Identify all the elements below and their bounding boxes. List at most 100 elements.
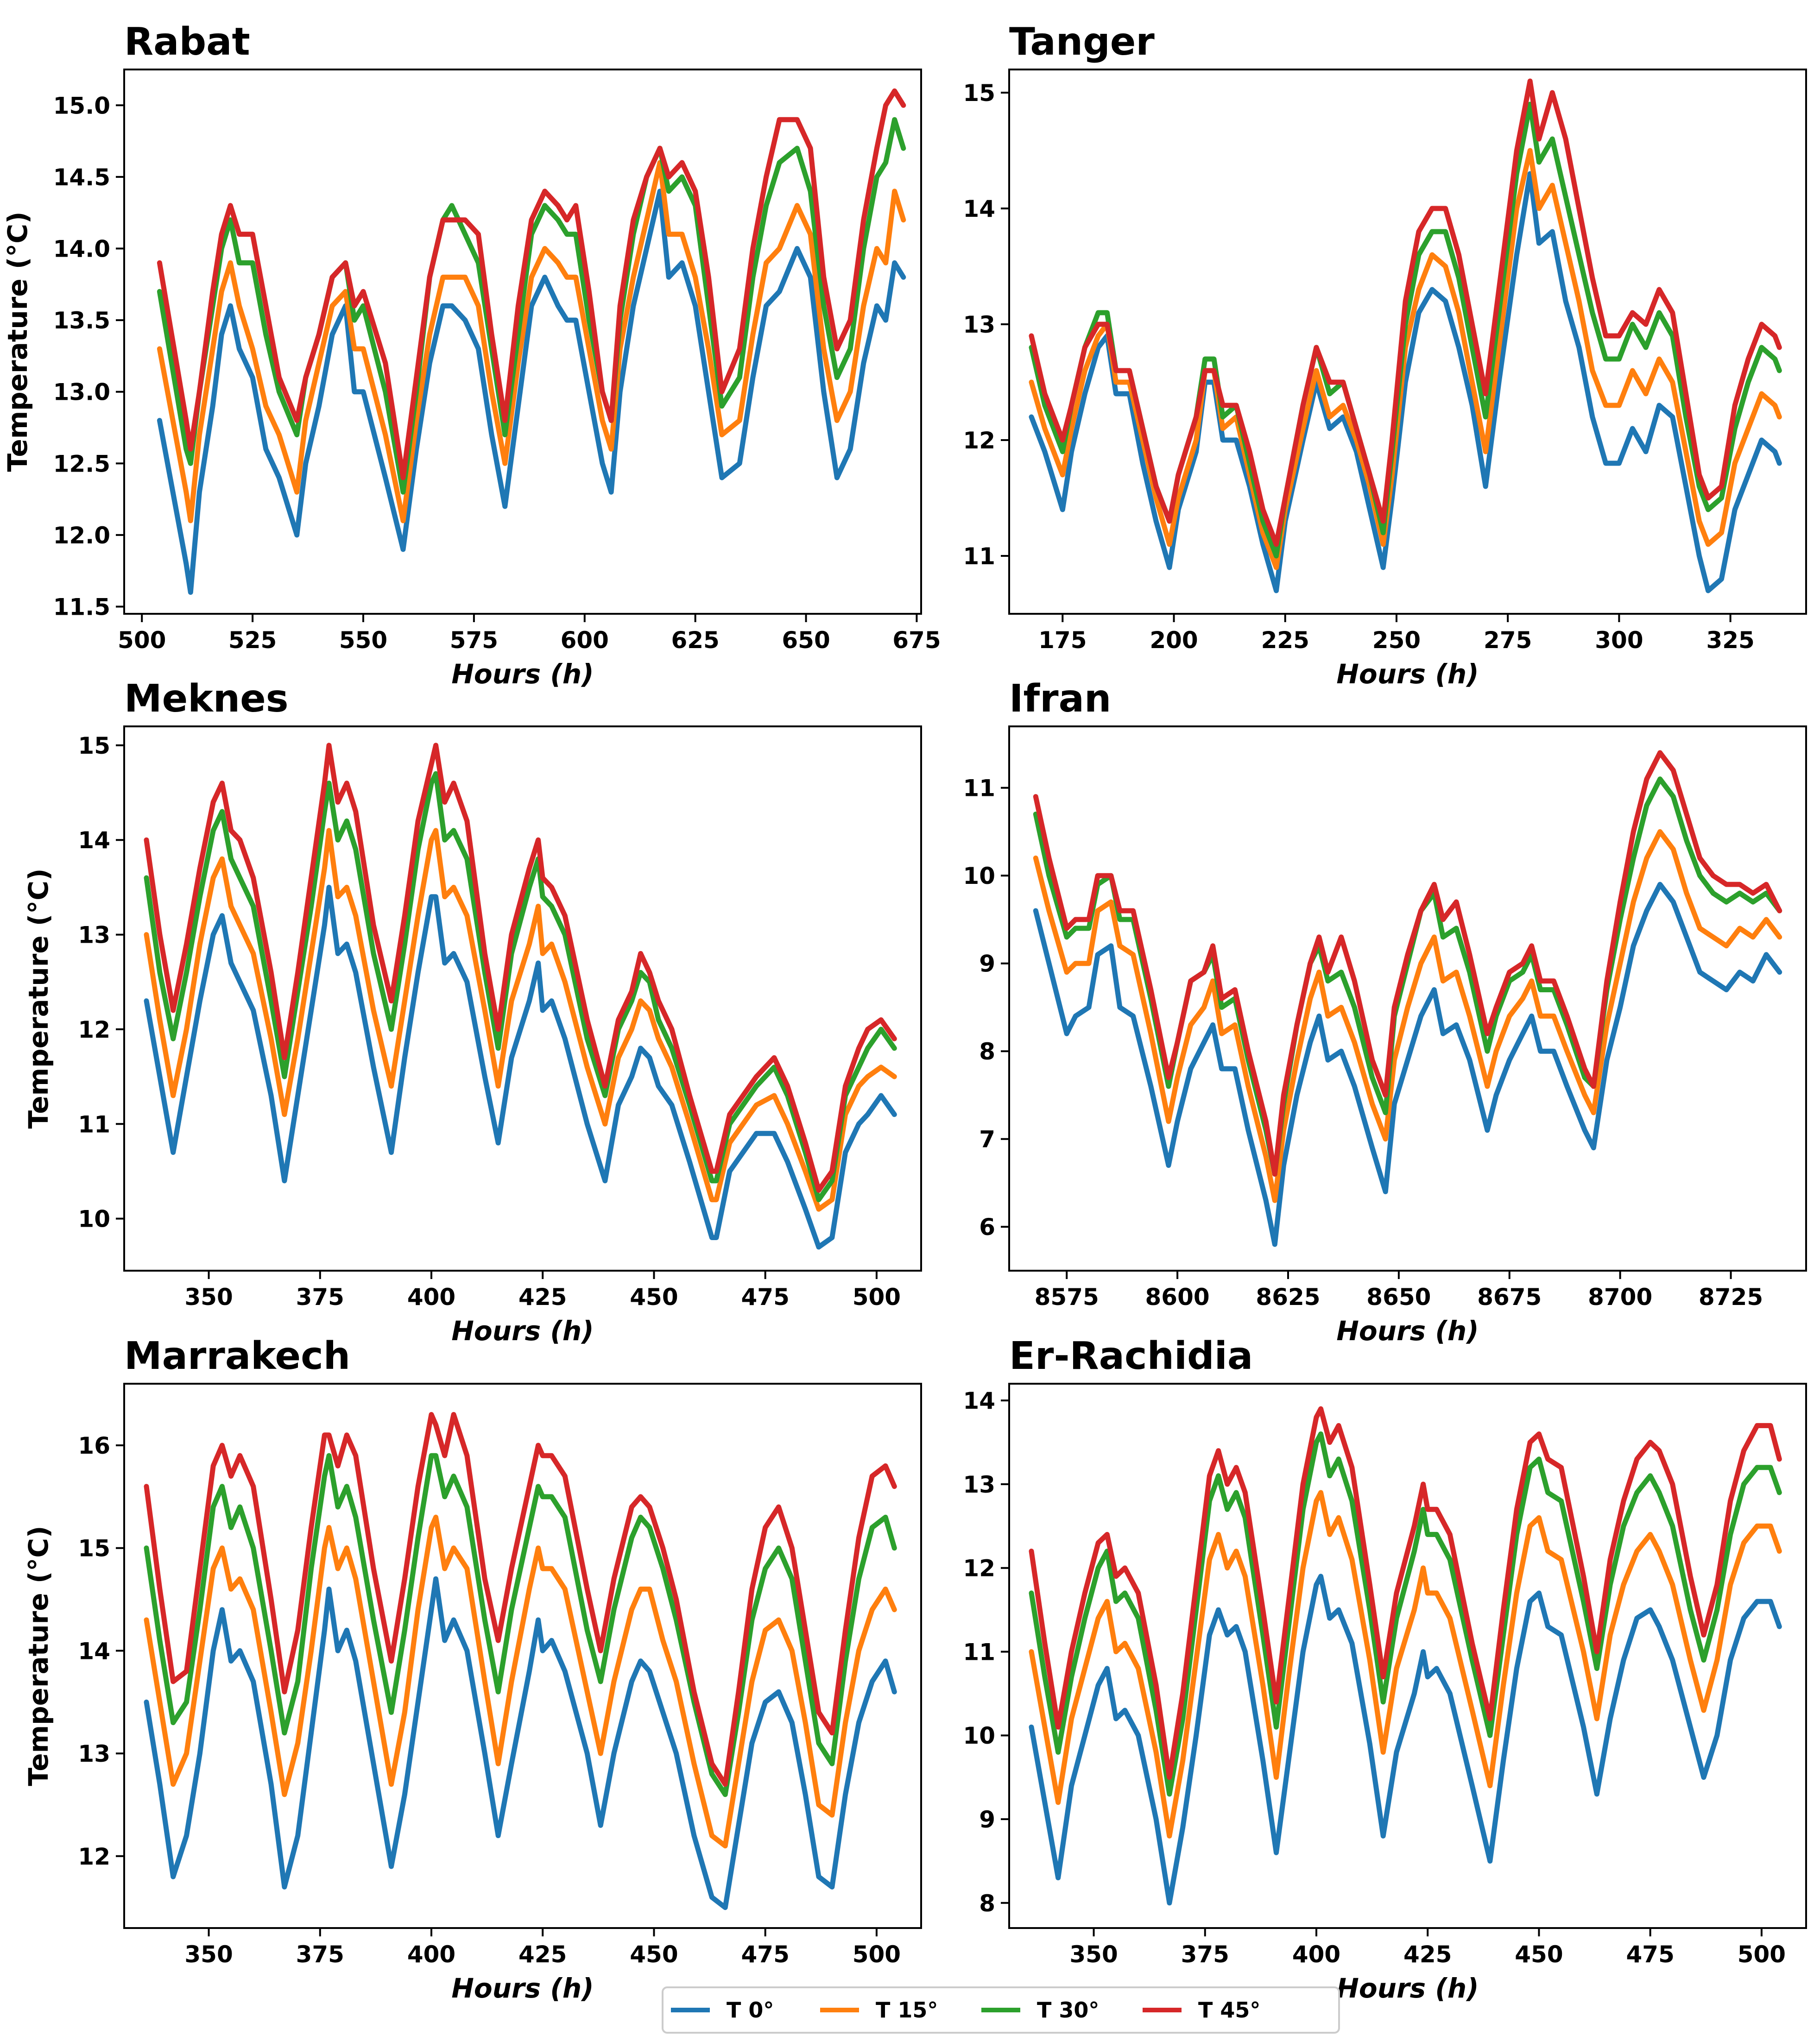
x-tick-label: 325 — [1706, 627, 1754, 654]
x-tick-label: 275 — [1484, 627, 1532, 654]
y-tick-label: 9 — [979, 951, 995, 977]
y-tick-label: 11 — [963, 543, 995, 570]
y-tick-label: 6 — [979, 1214, 995, 1241]
x-tick-label: 625 — [671, 627, 719, 654]
chart-panels: Rabat 500 525 550 575 600 625 650 675 11.5 12.0 12.… — [2, 20, 1807, 2004]
series-line-t-0 — [144, 884, 897, 1250]
plot-frame — [123, 69, 922, 615]
x-tick-label: 350 — [184, 1941, 233, 1968]
y-axis-label: Temperature (°C) — [23, 869, 54, 1129]
x-tick-label: 500 — [118, 627, 166, 654]
x-tick-label: 400 — [1292, 1941, 1340, 1968]
y-tick-label: 9 — [979, 1806, 995, 1833]
chart-panel-marrakech: Marrakech 350 375 400 425 450 475 500 12 13 14 15 16… — [23, 1334, 922, 2004]
series-line-t-45 — [1029, 78, 1782, 547]
x-tick-label: 475 — [741, 1284, 789, 1311]
y-tick-label: 11.5 — [53, 594, 110, 621]
y-tick-label: 13 — [78, 1740, 110, 1767]
x-tick-label: 375 — [1181, 1941, 1229, 1968]
chart-panel-meknes: Meknes 350 375 400 425 450 475 500 10 11 12 13 14 15 H… — [23, 677, 922, 1347]
x-tick-label: 8625 — [1256, 1284, 1320, 1311]
y-tick-label: 14 — [78, 1638, 110, 1664]
x-tick-label: 550 — [339, 627, 387, 654]
y-tick-label: 15 — [963, 80, 995, 107]
series-line-t-15 — [1029, 1490, 1782, 1839]
x-tick-label: 500 — [853, 1941, 901, 1968]
chart-title: Tanger — [1009, 20, 1155, 64]
plot-frame — [123, 1383, 922, 1929]
x-tick-label: 525 — [228, 627, 277, 654]
series-line-t-0 — [1033, 882, 1782, 1247]
series-line-t-30 — [1029, 1431, 1782, 1797]
series-line-t-15 — [1033, 829, 1782, 1203]
x-tick-label: 500 — [853, 1284, 901, 1311]
legend-label-t45: T 45° — [1198, 1998, 1260, 2023]
chart-title: Rabat — [124, 20, 250, 64]
y-tick-label: 11 — [963, 775, 995, 802]
series-line-t-30 — [144, 1453, 897, 1797]
y-tick-label: 10 — [78, 1206, 110, 1233]
series-line-t-30 — [1029, 101, 1782, 559]
y-tick-label: 7 — [979, 1126, 995, 1153]
series-line-t-0 — [1029, 1574, 1782, 1906]
y-tick-label: 12 — [78, 1843, 110, 1870]
x-tick-label: 400 — [407, 1284, 455, 1311]
y-tick-label: 15.0 — [53, 92, 110, 119]
x-tick-label: 350 — [184, 1284, 233, 1311]
x-tick-label: 675 — [892, 627, 941, 654]
chart-title: Ifran — [1009, 677, 1111, 721]
x-axis-label: Hours (h) — [451, 1315, 594, 1347]
legend-label-t15: T 15° — [876, 1998, 938, 2023]
chart-panel-ifran: Ifran 8575 8600 8625 8650 8675 8700 8725 6 7 8 9 10 1… — [963, 677, 1807, 1347]
series-line-t-45 — [1033, 750, 1782, 1177]
x-tick-label: 225 — [1261, 627, 1309, 654]
series-line-t-45 — [157, 88, 906, 480]
y-axis-label: Temperature (°C) — [2, 212, 33, 472]
x-tick-label: 8700 — [1588, 1284, 1652, 1311]
legend: T 0° T 15° T 30° T 45° — [662, 1986, 1340, 2034]
y-tick-label: 12.5 — [53, 450, 110, 477]
series-group — [157, 88, 906, 595]
series-line-t-15 — [1029, 148, 1782, 570]
x-tick-label: 350 — [1069, 1941, 1118, 1968]
legend-label-t0: T 0° — [727, 1998, 774, 2023]
chart-panel-rabat: Rabat 500 525 550 575 600 625 650 675 11.5 12.0 12.… — [2, 20, 941, 690]
series-line-t-45 — [144, 743, 897, 1193]
x-axis-label: Hours (h) — [1336, 1973, 1479, 2004]
chart-title: Marrakech — [124, 1334, 350, 1378]
y-tick-label: 16 — [78, 1432, 110, 1459]
x-tick-label: 375 — [296, 1941, 344, 1968]
y-tick-label: 11 — [963, 1639, 995, 1665]
y-tick-label: 15 — [78, 732, 110, 759]
series-line-t-30 — [157, 117, 906, 495]
y-tick-label: 12 — [963, 1555, 995, 1582]
y-tick-label: 13 — [78, 922, 110, 949]
x-tick-label: 200 — [1150, 627, 1198, 654]
plot-frame — [1008, 1383, 1807, 1929]
series-line-t-0 — [157, 189, 906, 595]
y-tick-label: 14.5 — [53, 164, 110, 191]
series-line-t-45 — [1029, 1406, 1782, 1780]
x-tick-label: 600 — [561, 627, 609, 654]
series-group — [144, 743, 897, 1250]
y-tick-label: 12 — [78, 1016, 110, 1043]
x-tick-label: 8600 — [1145, 1284, 1210, 1311]
x-tick-label: 450 — [1515, 1941, 1563, 1968]
y-tick-label: 13.0 — [53, 379, 110, 406]
series-line-t-15 — [144, 828, 897, 1212]
series-line-t-45 — [144, 1412, 897, 1787]
y-tick-label: 13 — [963, 311, 995, 338]
y-tick-label: 13 — [963, 1471, 995, 1498]
y-tick-label: 14 — [78, 827, 110, 854]
x-tick-label: 425 — [518, 1941, 567, 1968]
y-tick-label: 8 — [979, 1890, 995, 1917]
x-tick-label: 500 — [1738, 1941, 1786, 1968]
x-tick-label: 450 — [630, 1284, 678, 1311]
series-line-t-15 — [144, 1514, 897, 1849]
x-tick-label: 650 — [782, 627, 830, 654]
x-tick-label: 425 — [518, 1284, 567, 1311]
chart-panel-er-rachidia: Er-Rachidia 350 375 400 425 450 475 500 8 9 10 11 12… — [963, 1334, 1807, 2004]
x-tick-label: 375 — [296, 1284, 344, 1311]
y-tick-label: 13.5 — [53, 307, 110, 334]
